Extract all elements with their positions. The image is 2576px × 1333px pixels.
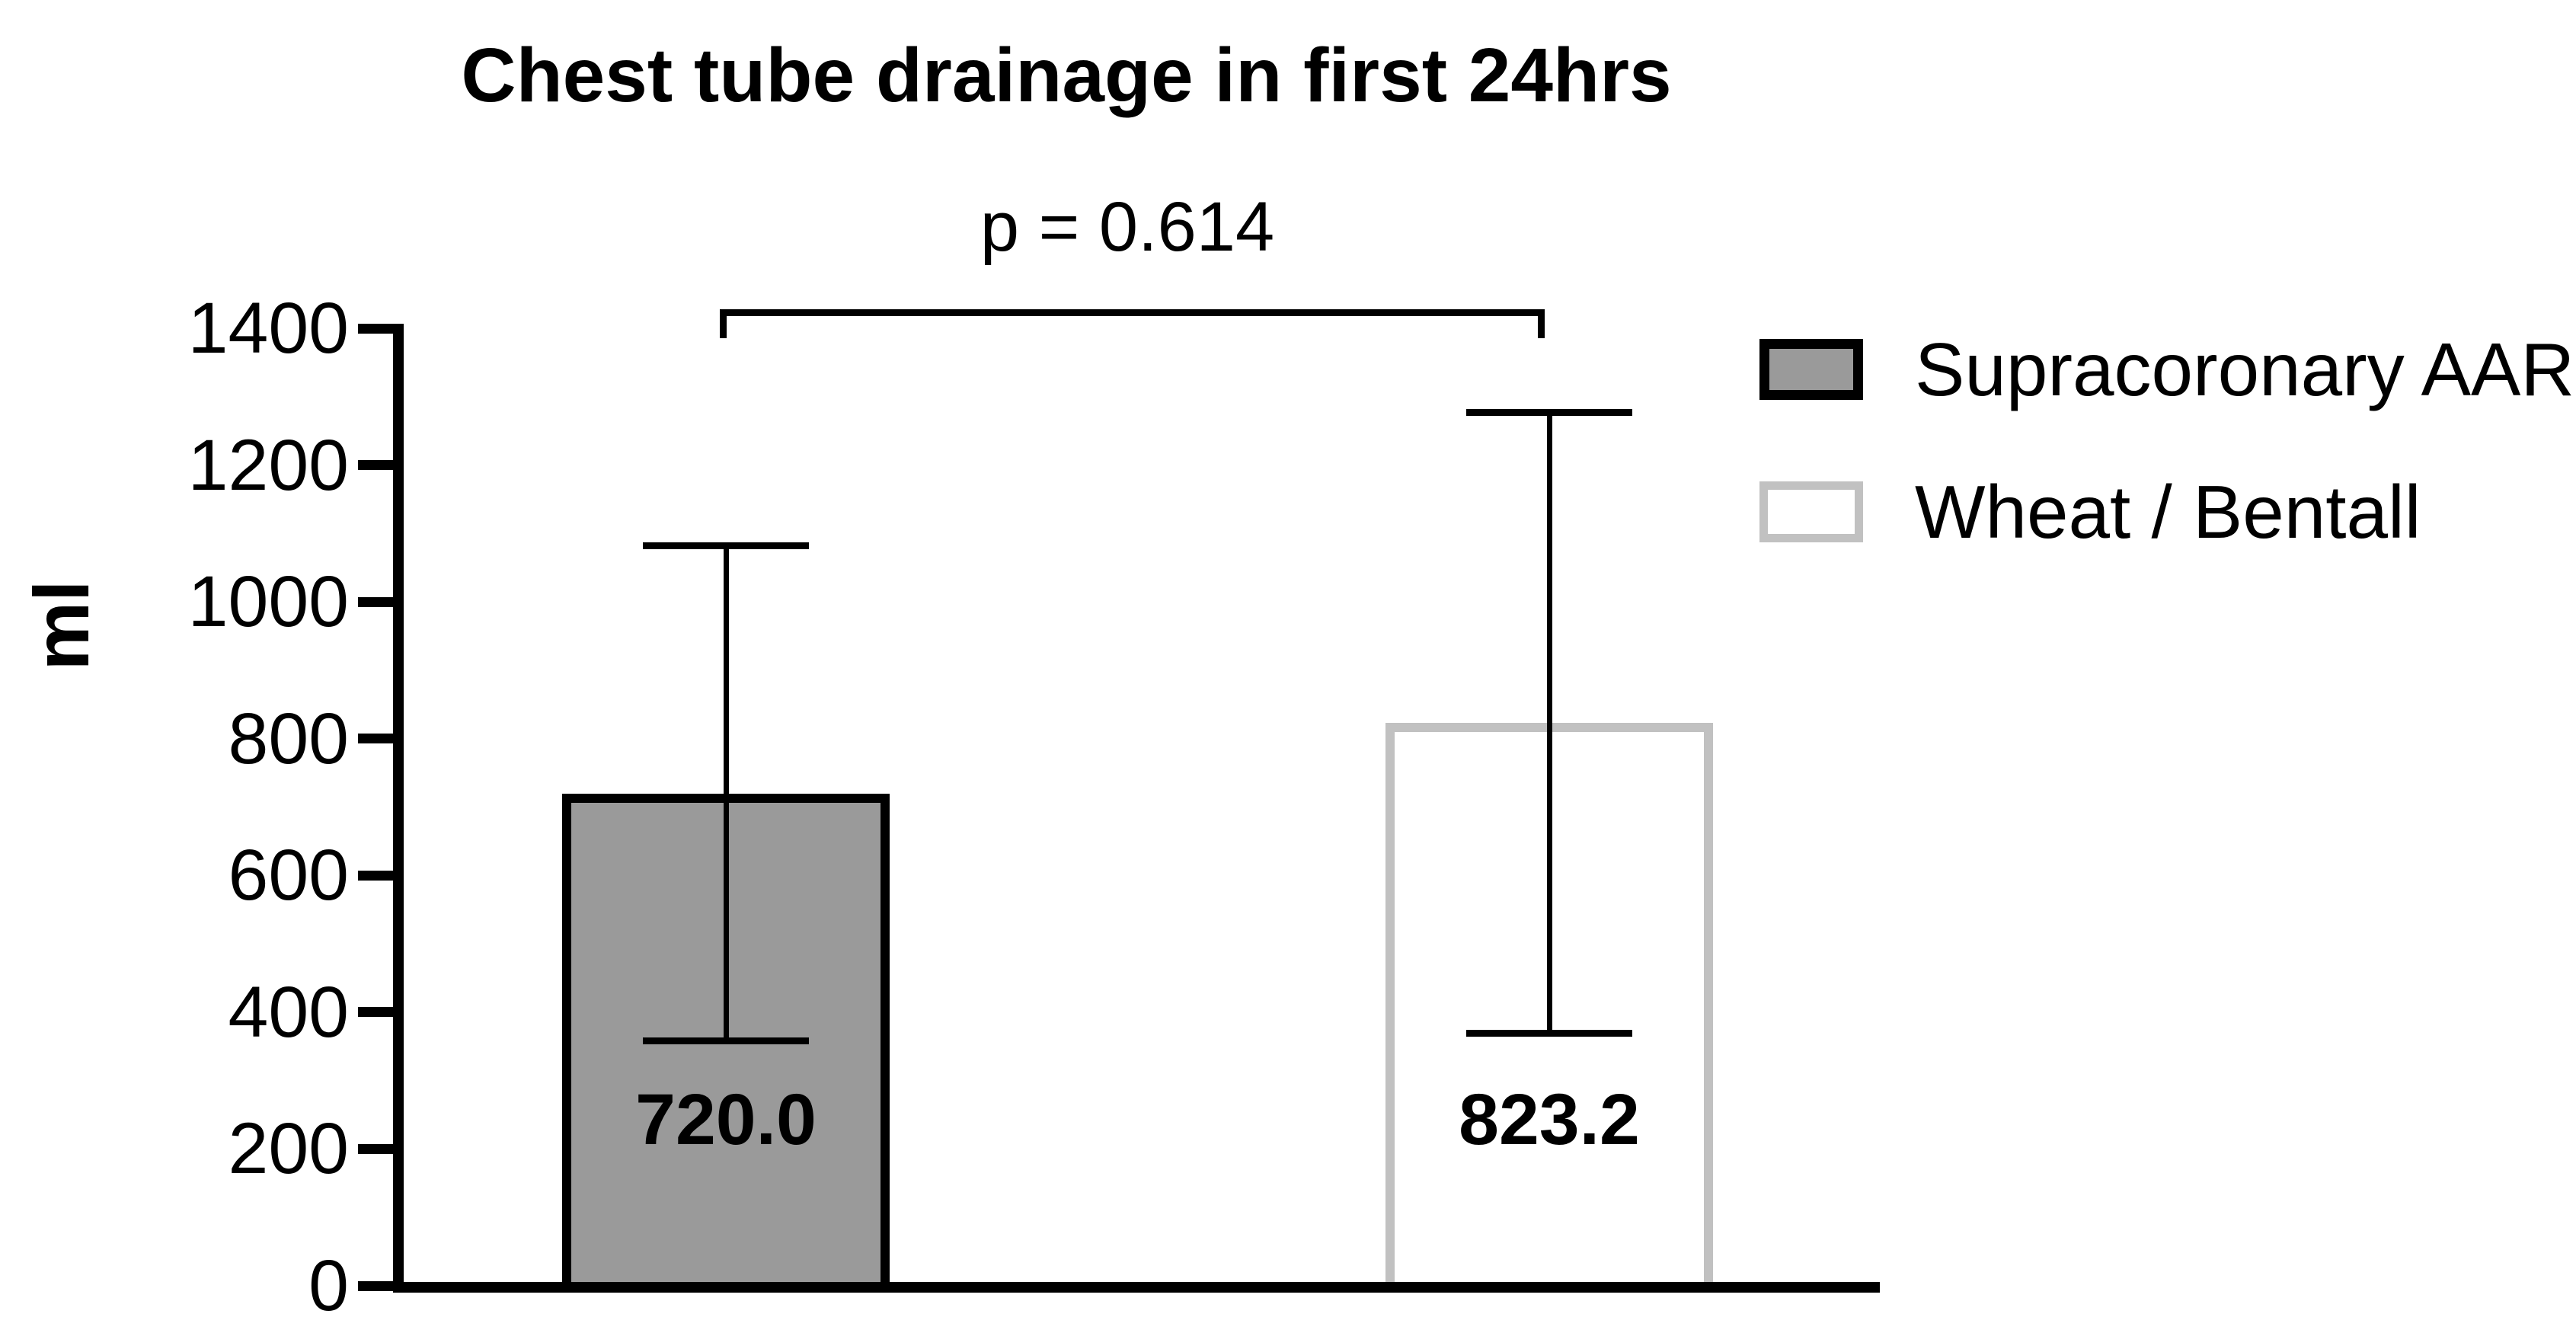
chart-title: Chest tube drainage in first 24hrs [461,33,1672,118]
legend: Supracoronary AAR Wheat / Bentall [1759,331,2574,550]
error-bar-cap-bottom [643,1037,809,1045]
y-tick-mark [358,1007,393,1018]
error-bar-line [723,545,729,1041]
significance-bracket [720,309,1545,338]
legend-row-1: Supracoronary AAR [1759,331,2574,408]
bar-value-label: 720.0 [635,1079,817,1160]
error-bar-cap-bottom [1466,1030,1632,1037]
legend-swatch-1 [1759,339,1863,400]
y-tick-mark [358,596,393,607]
y-tick-mark [358,460,393,471]
y-tick-mark [358,323,393,334]
legend-swatch-2 [1759,481,1863,542]
error-bar-cap-top [1466,408,1632,416]
y-tick-label: 200 [228,1108,349,1190]
y-tick-label: 1000 [187,561,349,643]
legend-label-1: Supracoronary AAR [1915,328,2575,411]
x-axis-baseline [393,1282,1880,1293]
error-bar-cap-top [643,542,809,550]
p-value-annotation: p = 0.614 [980,188,1275,266]
error-bar-line [1546,412,1552,1034]
bar-value-label: 823.2 [1459,1079,1640,1160]
y-tick-label: 800 [228,698,349,779]
y-tick-mark [358,1280,393,1291]
legend-label-2: Wheat / Bentall [1915,470,2421,554]
y-axis-line [393,324,404,1293]
y-tick-label: 1200 [187,424,349,506]
y-tick-mark [358,870,393,881]
y-tick-mark [358,1143,393,1154]
y-tick-label: 1400 [187,288,349,369]
y-tick-label: 400 [228,971,349,1053]
y-tick-label: 600 [228,835,349,916]
legend-row-2: Wheat / Bentall [1759,474,2574,550]
y-tick-mark [358,734,393,744]
y-tick-label: 0 [308,1245,349,1326]
